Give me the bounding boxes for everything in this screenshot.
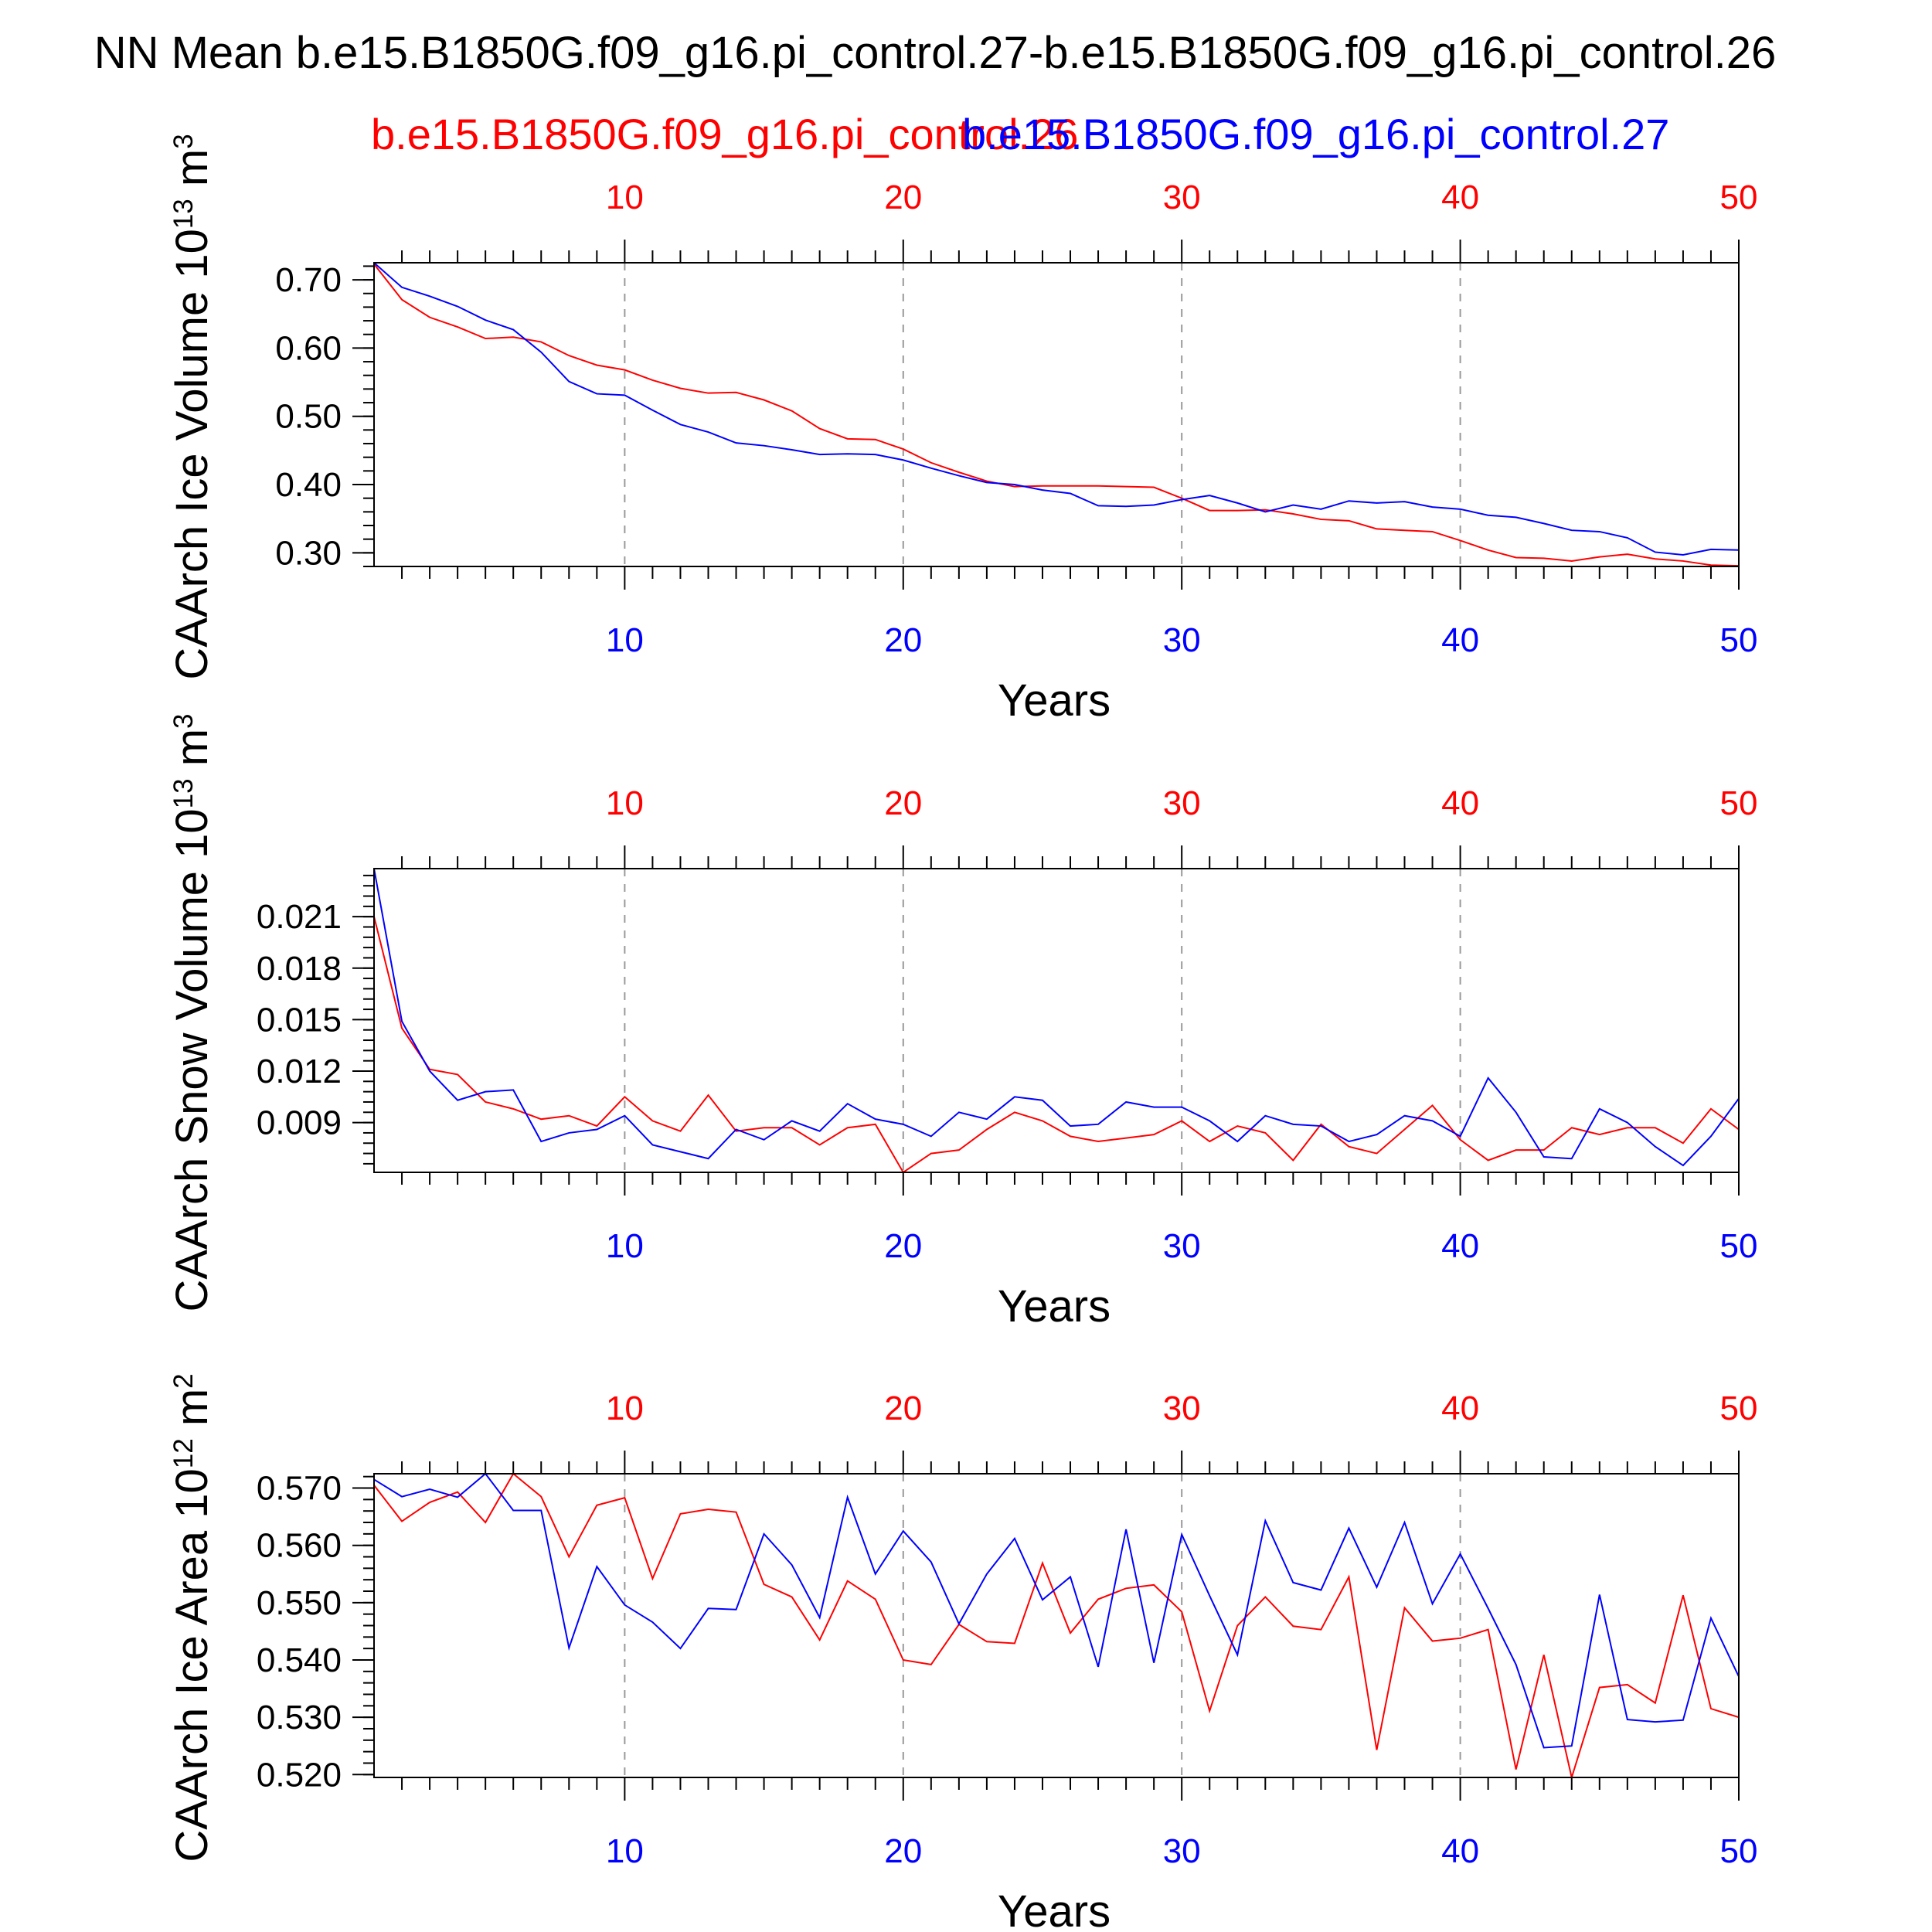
x-tick-label-bottom: 10 [606, 1832, 644, 1870]
x-tick-label-bottom: 40 [1441, 1832, 1479, 1870]
x-tick-label-bottom: 50 [1720, 1227, 1758, 1265]
series-line-case2 [373, 1472, 1740, 1749]
series-line-case1 [373, 916, 1740, 1174]
x-tick-label-top: 20 [884, 179, 922, 216]
x-tick-label-top: 10 [606, 784, 644, 822]
x-tick-label-bottom: 50 [1720, 621, 1758, 659]
x-tick-label-top: 20 [884, 784, 922, 822]
y-tick-label: 0.70 [275, 261, 342, 299]
x-tick-label-top: 30 [1163, 784, 1201, 822]
y-axis-label: CAArch Snow Volume 1013 m3 [167, 713, 217, 1311]
series-line-case1 [373, 1472, 1740, 1781]
y-tick-label: 0.570 [257, 1470, 342, 1508]
x-tick-label-bottom: 20 [884, 1832, 922, 1870]
plot-frame [373, 868, 1740, 1173]
series-line-case2 [373, 262, 1740, 556]
x-tick-label-bottom: 40 [1441, 621, 1479, 659]
panels: b.e15.B1850G.f09_g16.pi_control.26b.e15.… [167, 110, 1757, 1932]
x-tick-label-bottom: 30 [1163, 621, 1201, 659]
x-tick-label-bottom: 30 [1163, 1832, 1201, 1870]
x-tick-label-bottom: 10 [606, 621, 644, 659]
x-tick-label-bottom: 30 [1163, 1227, 1201, 1265]
x-tick-label-bottom: 10 [606, 1227, 644, 1265]
x-axis-label: Years [998, 1281, 1111, 1332]
x-tick-label-top: 40 [1441, 784, 1479, 822]
x-tick-label-top: 50 [1720, 1389, 1758, 1427]
y-tick-label: 0.530 [257, 1699, 342, 1736]
y-tick-label: 0.560 [257, 1527, 342, 1565]
y-tick-label: 0.520 [257, 1756, 342, 1794]
y-tick-label: 0.009 [257, 1104, 342, 1142]
y-tick-label: 0.018 [257, 950, 342, 988]
x-tick-label-top: 50 [1720, 179, 1758, 216]
y-tick-label: 0.015 [257, 1001, 342, 1039]
plot-frame [373, 262, 1740, 567]
y-axis-label: CAArch Ice Volume 1013 m3 [167, 134, 217, 679]
x-tick-label-top: 10 [606, 179, 644, 216]
figure-title: NN Mean b.e15.B1850G.f09_g16.pi_control.… [94, 28, 1777, 78]
x-tick-label-top: 10 [606, 1389, 644, 1427]
y-tick-label: 0.012 [257, 1053, 342, 1090]
x-tick-label-top: 40 [1441, 1389, 1479, 1427]
plot-frame [373, 1473, 1740, 1778]
y-tick-label: 0.550 [257, 1584, 342, 1622]
legend-case2-label: b.e15.B1850G.f09_g16.pi_control.27 [962, 110, 1669, 158]
y-tick-label: 0.021 [257, 898, 342, 936]
panel-1: b.e15.B1850G.f09_g16.pi_control.26b.e15.… [167, 110, 1757, 726]
x-tick-label-top: 20 [884, 1389, 922, 1427]
x-tick-label-top: 30 [1163, 179, 1201, 216]
x-tick-label-top: 40 [1441, 179, 1479, 216]
y-tick-label: 0.50 [275, 398, 342, 436]
y-tick-label: 0.30 [275, 534, 342, 572]
y-tick-label: 0.540 [257, 1641, 342, 1679]
legend-case1-label: b.e15.B1850G.f09_g16.pi_control.26 [371, 110, 1078, 158]
x-axis-label: Years [998, 675, 1111, 726]
series-line-case2 [373, 868, 1740, 1167]
x-tick-label-bottom: 40 [1441, 1227, 1479, 1265]
legend: b.e15.B1850G.f09_g16.pi_control.26b.e15.… [371, 110, 1669, 158]
x-tick-label-bottom: 50 [1720, 1832, 1758, 1870]
x-tick-label-top: 50 [1720, 784, 1758, 822]
x-tick-label-bottom: 20 [884, 1227, 922, 1265]
panel-3: 10 10 20 20 30 30 40 40 50 50 0.520 0.530 0.540 0.550… [167, 1373, 1757, 1932]
x-axis-label: Years [998, 1886, 1111, 1932]
x-tick-label-top: 30 [1163, 1389, 1201, 1427]
series-line-case1 [373, 264, 1740, 567]
y-tick-label: 0.60 [275, 329, 342, 367]
panel-2: 10 10 20 20 30 30 40 40 50 50 0.009 0.012 0.015 0.018… [167, 713, 1757, 1332]
x-tick-label-bottom: 20 [884, 621, 922, 659]
y-tick-label: 0.40 [275, 466, 342, 504]
y-axis-label: CAArch Ice Area 1012 m2 [167, 1373, 217, 1862]
